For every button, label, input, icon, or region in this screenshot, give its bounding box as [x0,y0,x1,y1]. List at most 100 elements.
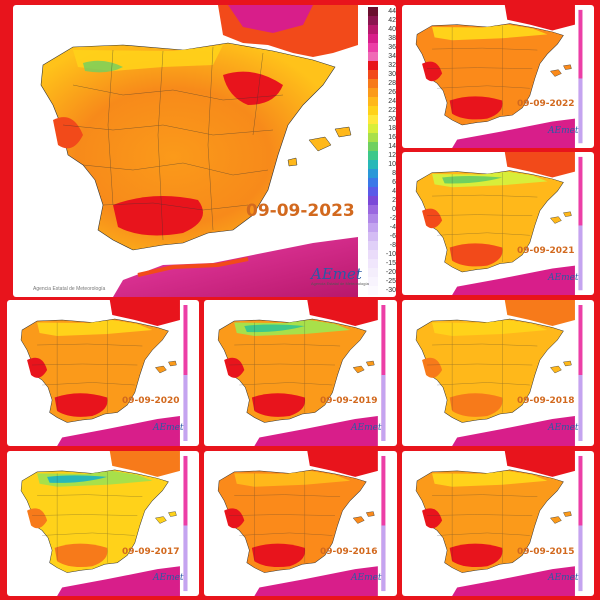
legend-strip [183,305,188,441]
france-land [109,300,180,326]
west-hot-area [27,357,48,378]
legend-swatch [368,160,378,169]
legend-swatch [368,250,378,259]
legend-tick-label: 32 [388,62,396,69]
temperature-legend-labels: 44 42 40 38 36 34 32 30 28 26 24 22 20 18 16 14 12 10 8 6 4 2… [378,7,396,295]
legend-tick-label: 26 [388,89,396,96]
balearic-islands [155,360,177,374]
legend-strip-lower [183,375,188,441]
panel-date-label: 09-09-2016 [320,547,378,557]
legend-tick-label: 44 [388,8,396,15]
legend-strip [578,156,583,291]
map-panel-09-09-2017: 09-09-2017 AEmet [7,451,199,596]
west-hot-area [53,117,83,149]
france-hot-area [228,5,313,33]
panel-date-label: 09-09-2022 [517,99,575,109]
aemet-logo-small: AEmet [153,423,184,433]
legend-strip [381,455,386,592]
province-borders [427,25,538,116]
legend-strip [578,9,583,144]
aemet-logo-text: AEmet [311,265,362,283]
legend-swatch [368,43,378,52]
legend-tick-label: -2 [389,215,396,222]
legend-swatch [368,25,378,34]
panel-date-label: 09-09-2021 [517,246,575,256]
legend-swatch [368,142,378,151]
panel-date-label: 09-09-2018 [517,396,575,406]
west-hot-area [422,357,443,378]
panel-date-label: 09-09-2019 [320,396,378,406]
province-borders [32,471,143,563]
legend-strip [381,305,386,441]
france-land [504,152,575,178]
balearic-islands [352,360,375,374]
legend-strip [183,455,188,592]
africa-coast [137,257,249,277]
legend-tick-label: 36 [388,44,396,51]
legend-swatch [368,106,378,115]
legend-tick-label: -20 [385,269,396,276]
legend-swatch [368,151,378,160]
legend-tick-label: 38 [388,35,396,42]
legend-swatch [368,205,378,214]
aemet-logo-small: AEmet [351,423,382,433]
ebro-hot-area [223,71,283,105]
legend-strip-lower [578,375,583,441]
province-borders [32,321,143,413]
temperature-legend-bar [368,7,378,295]
north-africa [452,118,575,148]
panel-date-label: 09-09-2015 [517,547,575,557]
legend-tick-label: 22 [388,107,396,114]
legend-swatch [368,196,378,205]
south-hot-area [449,243,503,267]
legend-tick-label: -25 [385,278,396,285]
legend-tick-label: -6 [389,233,396,240]
legend-tick-label: 4 [392,188,396,195]
map-panel-09-09-2021: 09-09-2021 AEmet [402,152,594,295]
legend-strip-lower [578,78,583,144]
legend-swatch [368,241,378,250]
south-hot-area [113,196,203,236]
main-map-panel-2023: 44 42 40 38 36 34 32 30 28 26 24 22 20 18 16 14 12 10 8 6 4 2… [13,5,396,297]
legend-swatch [368,88,378,97]
legend-strip-lower [381,525,386,592]
map-panel-09-09-2015: 09-09-2015 AEmet [402,451,594,596]
aemet-logo-small: AEmet [153,573,184,583]
cool-patch [442,175,503,184]
legend-tick-label: 10 [388,161,396,168]
legend-tick-label: 20 [388,116,396,123]
south-hot-area [449,393,503,417]
legend-tick-label: 30 [388,71,396,78]
legend-swatch [368,79,378,88]
south-hot-area [449,96,503,120]
france-land [307,451,378,477]
legend-swatch [368,16,378,25]
legend-swatch [368,223,378,232]
legend-strip-lower [578,225,583,291]
legend-tick-label: 2 [392,197,396,204]
legend-tick-label: 28 [388,80,396,87]
panel-date-label: 09-09-2017 [122,547,180,557]
south-hot-area [251,393,306,417]
temperature-map [20,300,188,446]
north-africa [113,237,358,297]
aemet-logo-small: AEmet [548,423,579,433]
west-hot-area [224,357,245,378]
temperature-map [217,451,386,596]
legend-tick-label: 12 [388,152,396,159]
north-africa [452,566,575,596]
balearic-islands [550,211,572,224]
west-hot-area [422,208,443,229]
north-coast-band [432,470,548,487]
legend-swatch [368,97,378,106]
province-borders [229,471,341,563]
legend-strip [578,455,583,592]
main-temperature-map [40,5,358,297]
temperature-map [415,451,583,596]
main-date-label: 09-09-2023 [246,201,355,221]
province-borders [427,321,538,413]
legend-swatch [368,187,378,196]
north-africa [452,265,575,295]
legend-tick-label: 42 [388,17,396,24]
balearic-islands [287,126,352,167]
